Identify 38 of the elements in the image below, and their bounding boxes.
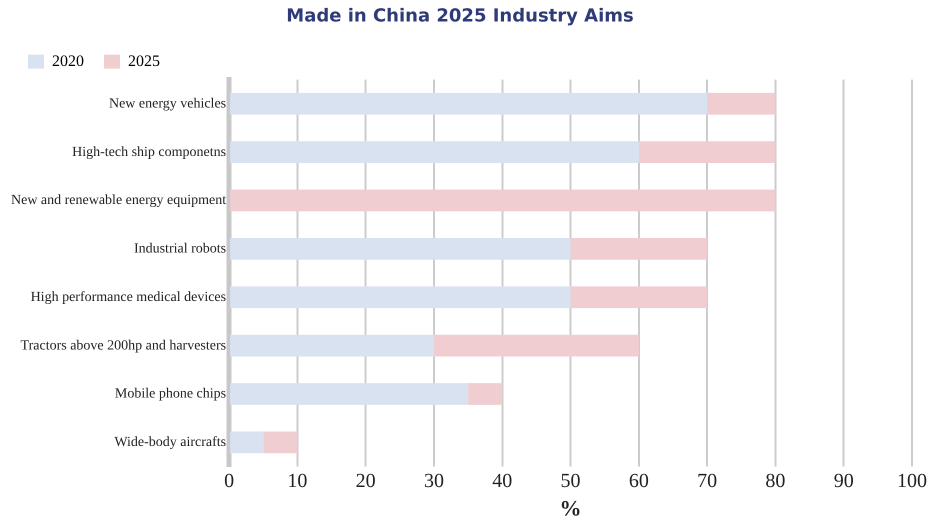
bar bbox=[230, 141, 639, 164]
y-tick-label: High-tech ship componetns bbox=[72, 144, 226, 160]
x-tick-label: 0 bbox=[224, 470, 234, 492]
chart-title: Made in China 2025 Industry Aims bbox=[286, 5, 634, 26]
bar bbox=[434, 334, 639, 357]
x-tick-label: 90 bbox=[834, 470, 854, 492]
y-tick-label: Mobile phone chips bbox=[114, 386, 226, 402]
legend-label: 2025 bbox=[128, 52, 160, 70]
bar bbox=[230, 286, 571, 308]
bar bbox=[570, 286, 708, 308]
y-tick-label: Tractors above 200hp and harvesters bbox=[20, 338, 226, 354]
x-tick-label: 70 bbox=[697, 470, 718, 492]
y-tick-label: High performance medical devices bbox=[30, 290, 226, 305]
x-tick-label: 60 bbox=[628, 470, 649, 492]
bar bbox=[230, 238, 571, 260]
x-tick-label: 10 bbox=[287, 470, 308, 492]
y-tick-label: New and renewable energy equipment bbox=[10, 193, 226, 208]
bar bbox=[638, 141, 776, 164]
y-tick-label: Industrial robots bbox=[134, 242, 226, 257]
bar bbox=[230, 190, 776, 212]
y-tick-label: Wide-body aircrafts bbox=[114, 435, 226, 450]
legend-label: 2020 bbox=[52, 52, 84, 70]
x-tick-label: 20 bbox=[356, 470, 376, 492]
x-axis-title: % bbox=[560, 495, 582, 520]
bar bbox=[707, 92, 776, 115]
x-tick-label: 40 bbox=[492, 470, 512, 492]
bar bbox=[230, 92, 708, 115]
bar bbox=[468, 383, 502, 405]
bar bbox=[230, 383, 468, 405]
x-tick-label: 30 bbox=[424, 470, 444, 492]
x-tick-label: 100 bbox=[897, 470, 927, 492]
bar bbox=[230, 432, 264, 454]
bar bbox=[230, 334, 434, 357]
bar bbox=[263, 432, 298, 454]
y-tick-label: New energy vehicles bbox=[108, 96, 226, 112]
x-tick-label: 50 bbox=[560, 470, 581, 492]
bar bbox=[570, 238, 708, 260]
x-tick-label: 80 bbox=[765, 470, 786, 492]
